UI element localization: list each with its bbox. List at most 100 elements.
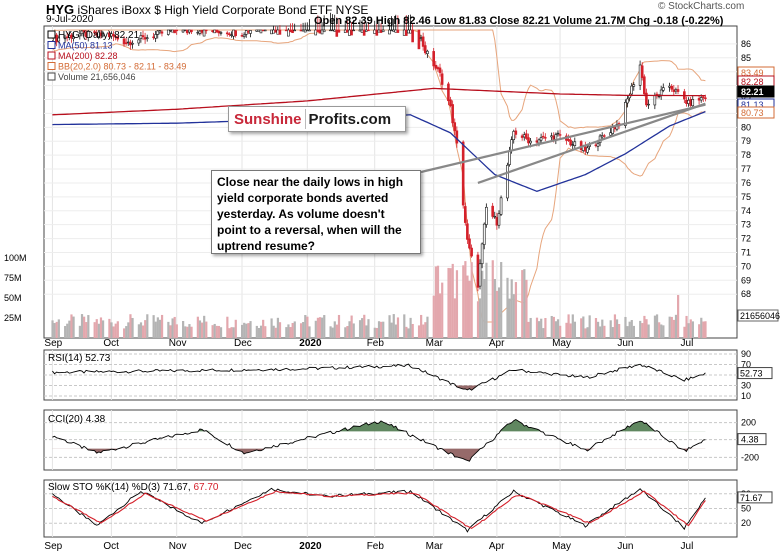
volume-bar <box>542 328 545 338</box>
volume-bar <box>453 298 456 338</box>
volume-bar <box>396 317 400 338</box>
volume-bar <box>691 321 694 338</box>
volume-bar <box>186 326 189 338</box>
volume-bar <box>424 322 427 338</box>
volume-bar <box>219 327 223 338</box>
candle-body <box>529 140 532 144</box>
candle-body <box>160 31 164 34</box>
volume-bar <box>127 322 130 338</box>
volume-bar <box>447 267 450 338</box>
candle-body <box>407 29 410 34</box>
volume-bar <box>674 314 678 338</box>
volume-bar <box>434 266 437 338</box>
candle-body <box>215 29 219 33</box>
candle-body <box>594 144 598 147</box>
volume-bar <box>382 321 385 338</box>
candle-body <box>219 32 223 34</box>
volume-bar <box>154 321 157 338</box>
volume-bar <box>523 269 526 338</box>
candle-body <box>141 35 145 37</box>
volume-bar <box>57 319 60 338</box>
volume-bar <box>609 320 612 338</box>
cci-y-tick-label: 200 <box>741 418 756 428</box>
stoch-y-tick-label: 50 <box>741 504 751 514</box>
volume-bar <box>363 314 366 338</box>
candle-body <box>645 92 648 106</box>
candle-body <box>392 29 395 32</box>
volume-bar <box>403 314 406 338</box>
candle-body <box>57 37 61 42</box>
volume-bar <box>569 323 572 338</box>
volume-bar <box>432 295 435 338</box>
volume-bar <box>550 315 553 338</box>
x-tick-label: Mar <box>426 338 444 349</box>
volume-bar <box>323 315 326 338</box>
price-y-tick-label: 73 <box>741 220 751 230</box>
ma200-legend: MA(200) 82.28 <box>58 51 118 61</box>
volume-bar <box>392 314 395 338</box>
candle-body <box>461 141 465 206</box>
candle-body <box>638 64 642 86</box>
candle-body <box>390 29 393 32</box>
candle-body <box>329 29 332 32</box>
volume-bar <box>158 319 162 338</box>
candle-body <box>657 95 661 98</box>
candle-body <box>259 29 263 34</box>
volume-bar <box>125 326 128 338</box>
candle-body <box>373 29 377 34</box>
volume-bar <box>653 315 657 338</box>
bb-legend-swatch <box>47 62 56 70</box>
candle-body <box>152 36 155 39</box>
candle-body <box>263 29 267 32</box>
volume-bar <box>544 318 547 338</box>
volume-bar <box>535 317 539 338</box>
volume-bar <box>527 321 530 338</box>
candle-body <box>145 37 149 39</box>
candle-body <box>676 89 680 92</box>
volume-bar <box>525 279 528 338</box>
stoch-title: Slow STO %K(14) %D(3) 71.67, 67.70 <box>48 482 219 493</box>
volume-bar <box>476 301 480 338</box>
candle-body <box>609 132 612 136</box>
volume-bar <box>420 314 423 338</box>
volume-bar <box>436 265 440 338</box>
volume-bar <box>687 323 690 338</box>
volume-bar <box>198 320 202 338</box>
stoch-line <box>52 490 706 530</box>
volume-bar <box>314 320 317 338</box>
price-axis-tag-label: 81.13 <box>741 100 764 110</box>
candle-body <box>291 29 294 34</box>
volume-bar <box>660 324 663 338</box>
volume-bar <box>101 320 105 338</box>
candle-body <box>154 34 157 39</box>
candle-body <box>183 29 187 32</box>
candle-body <box>491 205 494 217</box>
rsi-last-value: 52.73 <box>740 369 763 379</box>
candle-body <box>213 29 216 34</box>
volume-bar <box>241 324 244 338</box>
candle-body <box>436 67 440 70</box>
volume-bar <box>655 314 659 338</box>
x-tick-label: Sep <box>44 541 62 552</box>
volume-tick-label: 75M <box>4 273 22 283</box>
candle-body <box>242 34 246 37</box>
volume-bar <box>264 326 267 338</box>
volume-bar <box>702 321 705 338</box>
volume-bar <box>365 325 368 338</box>
volume-bar <box>596 321 600 338</box>
candle-body <box>358 29 362 32</box>
volume-bar <box>375 327 379 338</box>
candle-body <box>626 98 629 104</box>
volume-bar <box>152 315 155 338</box>
volume-bar <box>573 321 577 338</box>
candle-body <box>394 29 398 33</box>
volume-bar <box>114 323 117 338</box>
ma200-legend-swatch <box>47 51 56 60</box>
volume-bar <box>580 318 583 338</box>
volume-bar <box>394 324 397 338</box>
volume-bar <box>171 318 174 338</box>
candle-body <box>171 29 174 33</box>
volume-bar <box>493 279 496 338</box>
volume-bar <box>506 277 509 338</box>
volume-bar <box>316 317 320 338</box>
